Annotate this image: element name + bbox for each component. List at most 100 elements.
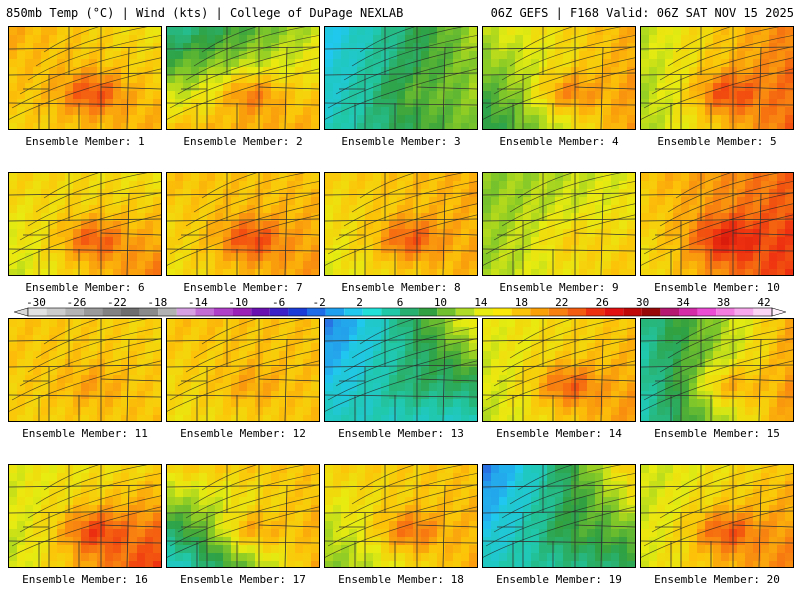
wind-streamline — [193, 319, 306, 359]
wind-streamline — [325, 214, 477, 266]
ensemble-member-map — [8, 464, 162, 568]
state-border — [325, 540, 477, 544]
state-border — [483, 102, 635, 106]
state-border — [641, 364, 793, 368]
colorbar-tick-label: -18 — [147, 298, 167, 309]
state-border — [732, 232, 793, 236]
state-border — [483, 218, 635, 222]
wind-streamline — [9, 214, 161, 266]
state-border — [641, 338, 793, 342]
colorbar-segment — [102, 308, 121, 316]
state-border — [167, 102, 319, 106]
colorbar-tick-label: 10 — [434, 298, 447, 309]
colorbar-segment — [344, 308, 363, 316]
wind-streamline — [483, 214, 635, 266]
state-border — [641, 46, 793, 50]
ensemble-member-map — [640, 26, 794, 130]
state-border — [641, 484, 793, 488]
wind-streamline — [185, 473, 319, 519]
colorbar-tick-label: 34 — [676, 298, 690, 309]
temperature-field — [9, 173, 161, 275]
wind-streamline — [169, 57, 319, 109]
colorbar-segment — [251, 308, 270, 316]
wind-streamline — [351, 27, 464, 67]
wind-streamline — [643, 203, 793, 255]
wind-streamline — [517, 465, 573, 491]
colorbar-segment — [307, 308, 326, 316]
wind-streamline — [167, 506, 319, 558]
colorbar-segment — [121, 308, 140, 316]
wind-streamline — [641, 68, 793, 120]
wind-streamline — [343, 181, 477, 227]
wind-streamline — [359, 319, 415, 345]
ensemble-member-map — [324, 26, 478, 130]
colorbar-segment — [400, 308, 419, 316]
wind-streamline — [201, 173, 257, 199]
colorbar-tick-label: 6 — [397, 298, 404, 309]
wind-streamline — [177, 338, 319, 387]
ensemble-member-map — [8, 172, 162, 276]
temperature-field — [9, 319, 161, 421]
ensemble-member-label: Ensemble Member: 7 — [183, 281, 303, 294]
ensemble-member-map — [482, 318, 636, 422]
colorbar-segment — [734, 308, 754, 316]
wind-streamline — [675, 465, 731, 491]
colorbar-segment — [604, 308, 624, 316]
temperature-field — [325, 27, 477, 129]
colorbar-segment — [46, 308, 66, 316]
state-border — [9, 394, 161, 398]
ensemble-member-label: Ensemble Member: 16 — [22, 573, 148, 586]
state-border — [483, 248, 635, 252]
wind-streamline — [351, 465, 464, 505]
temperature-field — [641, 173, 793, 275]
wind-streamline — [509, 465, 622, 505]
ensemble-member-map — [166, 172, 320, 276]
wind-streamline — [493, 192, 635, 241]
state-border — [325, 510, 477, 514]
model-valid-time: 06Z GEFS | F168 Valid: 06Z SAT NOV 15 20… — [490, 6, 794, 20]
ensemble-member-map — [324, 318, 478, 422]
state-border — [100, 524, 161, 528]
state-border — [9, 338, 161, 342]
state-border — [9, 510, 161, 514]
wind-streamline — [9, 360, 161, 412]
state-border — [574, 232, 635, 236]
colorbar-tick-label: -2 — [312, 298, 325, 309]
temperature-field — [9, 465, 161, 567]
colorbar-segment — [548, 308, 568, 316]
temperature-field — [325, 173, 477, 275]
state-border — [732, 378, 793, 382]
temperature-field — [641, 27, 793, 129]
colorbar-tick-label: 22 — [555, 298, 568, 309]
state-border — [732, 86, 793, 90]
state-border — [9, 192, 161, 196]
wind-streamline — [185, 35, 319, 81]
state-border — [258, 232, 319, 236]
wind-streamline — [43, 27, 99, 53]
state-border — [167, 46, 319, 50]
wind-streamline — [27, 35, 161, 81]
wind-streamline — [327, 203, 477, 255]
colorbar-segment — [362, 308, 382, 316]
state-border — [325, 46, 477, 50]
wind-streamline — [643, 57, 793, 109]
state-border — [9, 364, 161, 368]
wind-streamline — [643, 349, 793, 401]
colorbar-tick-label: 2 — [356, 298, 363, 309]
wind-streamline — [11, 349, 161, 401]
state-border — [483, 338, 635, 342]
ensemble-member-map — [640, 318, 794, 422]
wind-streamline — [35, 465, 148, 505]
ensemble-member-label: Ensemble Member: 20 — [654, 573, 780, 586]
state-border — [100, 232, 161, 236]
colorbar-tick-label: -6 — [272, 298, 285, 309]
wind-streamline — [651, 192, 793, 241]
temperature-field — [641, 319, 793, 421]
wind-streamline — [517, 27, 573, 53]
colorbar-segment — [641, 308, 661, 316]
wind-streamline — [43, 465, 99, 491]
wind-streamline — [177, 46, 319, 95]
colorbar-segment — [530, 308, 549, 316]
state-border — [9, 540, 161, 544]
colorbar-segment — [195, 308, 214, 316]
